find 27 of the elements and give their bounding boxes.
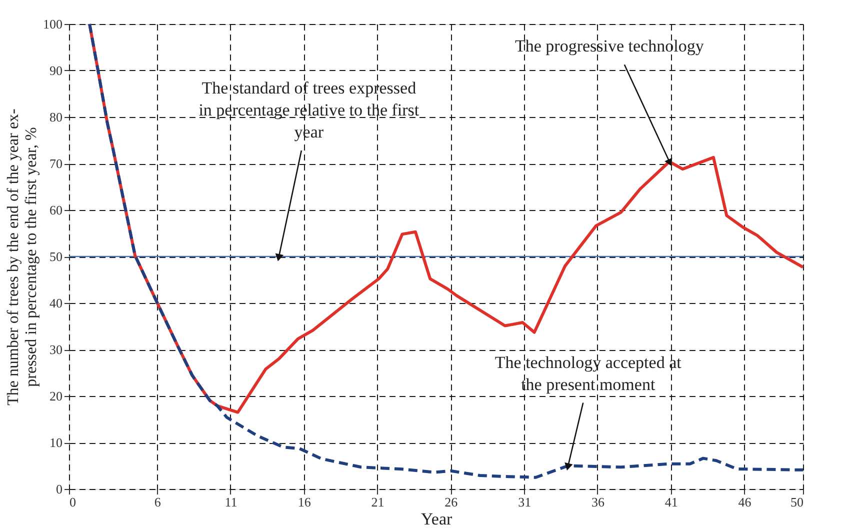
x-tick-label: 41 (664, 494, 678, 510)
y-tick-label: 90 (50, 63, 62, 78)
y-tick-label: 0 (56, 482, 62, 496)
annotation: The progressive technology (514, 36, 704, 56)
y-tick-label: 60 (50, 202, 62, 218)
y-tick-label: 40 (50, 296, 62, 310)
x-tick-label: 6 (154, 494, 162, 510)
y-tick-label: 100 (43, 16, 62, 32)
x-tick-label: 0 (70, 494, 76, 510)
y-tick-label: 80 (50, 110, 62, 124)
x-axis-title: Year (420, 510, 452, 528)
x-tick-label: 36 (591, 494, 605, 510)
annotation: The standard of trees expressed in percentage relative to the first year (198, 78, 420, 142)
annotation: The technology accepted at the present moment (494, 352, 682, 394)
y-tick-label: 30 (50, 342, 62, 357)
y-axis-title: The number of trees by the end of the year ex- pressed in percentage to the first year, % (5, 108, 40, 406)
x-tick-label: 11 (224, 494, 238, 510)
y-tick-label: 50 (50, 249, 62, 264)
x-tick-label: 50 (790, 494, 804, 510)
x-tick-label: 26 (444, 494, 458, 510)
x-tick-label: 46 (738, 494, 752, 510)
x-tick-label: 16 (298, 494, 312, 510)
y-tick-label: 10 (50, 435, 62, 450)
x-tick-label: 21 (371, 494, 384, 510)
y-tick-label: 70 (50, 156, 62, 171)
y-tick-label: 20 (50, 388, 62, 404)
x-tick-label: 31 (518, 494, 532, 510)
